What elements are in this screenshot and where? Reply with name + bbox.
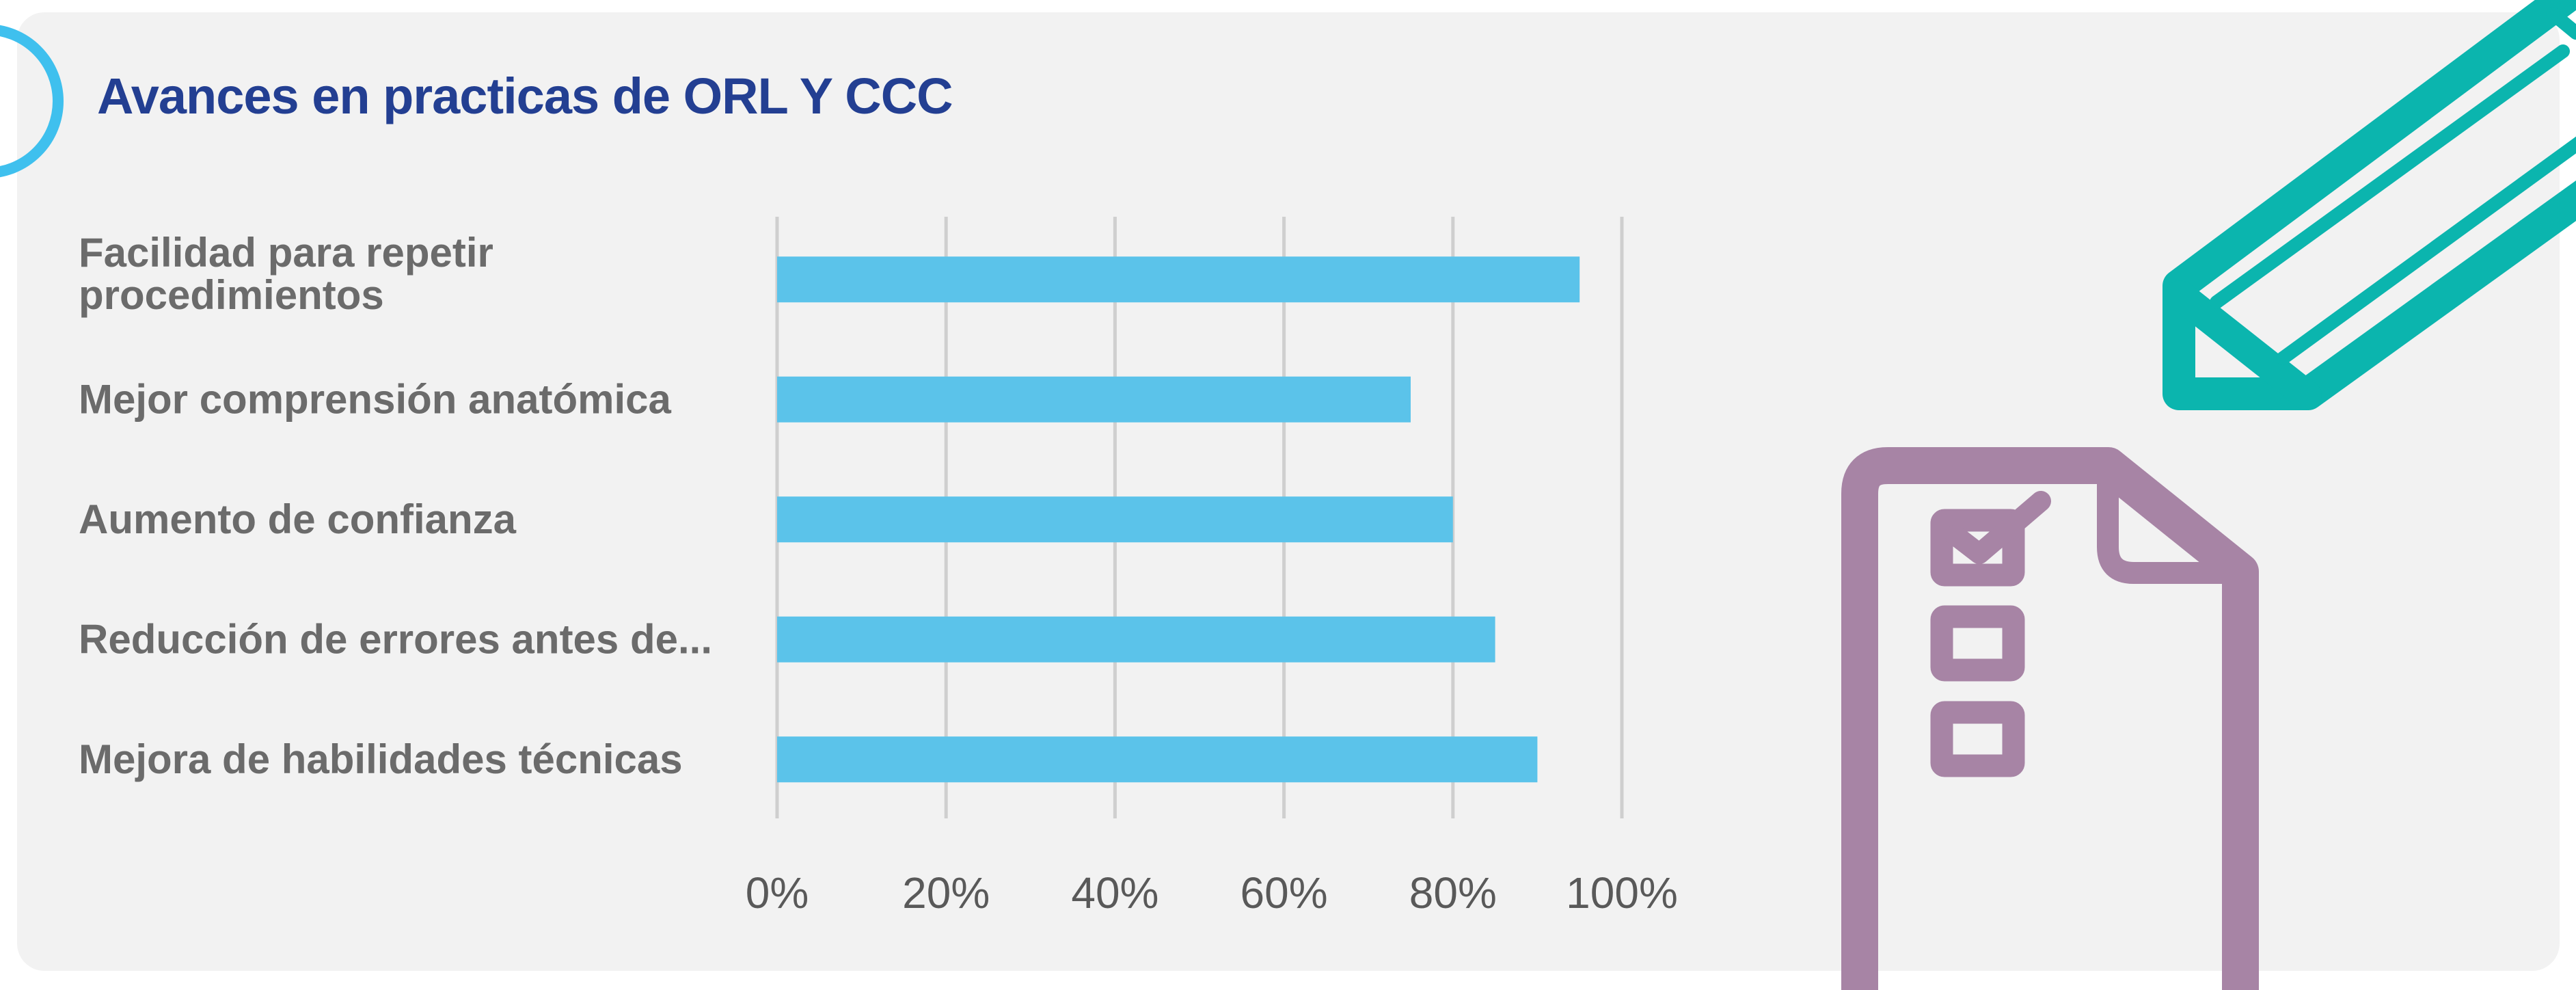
x-tick-label: 0% <box>746 868 809 918</box>
x-tick-label: 60% <box>1240 868 1328 918</box>
bar <box>777 256 1580 303</box>
pencil-icon <box>2163 0 2576 410</box>
checkbox-checked <box>1930 509 2025 587</box>
x-tick-label: 80% <box>1409 868 1497 918</box>
checkbox-empty <box>1930 701 2025 777</box>
checkmark-icon <box>1945 491 2051 564</box>
bar <box>777 376 1411 423</box>
category-label: procedimientos <box>79 272 384 318</box>
bar <box>777 616 1495 663</box>
category-label: Reducción de errores antes de... <box>79 616 712 662</box>
category-label: Mejora de habilidades técnicas <box>79 736 683 782</box>
x-tick-label: 100% <box>1566 868 1678 918</box>
x-tick-label: 20% <box>902 868 990 918</box>
checklist-document-icon <box>1841 447 2259 990</box>
chart-title: Avances en practicas de ORL Y CCC <box>97 68 953 124</box>
x-tick-label: 40% <box>1071 868 1158 918</box>
checkbox-empty <box>1930 605 2025 682</box>
category-label: Facilidad para repetir <box>79 230 493 276</box>
bar <box>777 736 1538 783</box>
bar <box>777 496 1453 543</box>
accent-circle-icon <box>0 25 64 178</box>
category-label: Aumento de confianza <box>79 496 517 542</box>
category-label: Mejor comprensión anatómica <box>79 376 671 422</box>
